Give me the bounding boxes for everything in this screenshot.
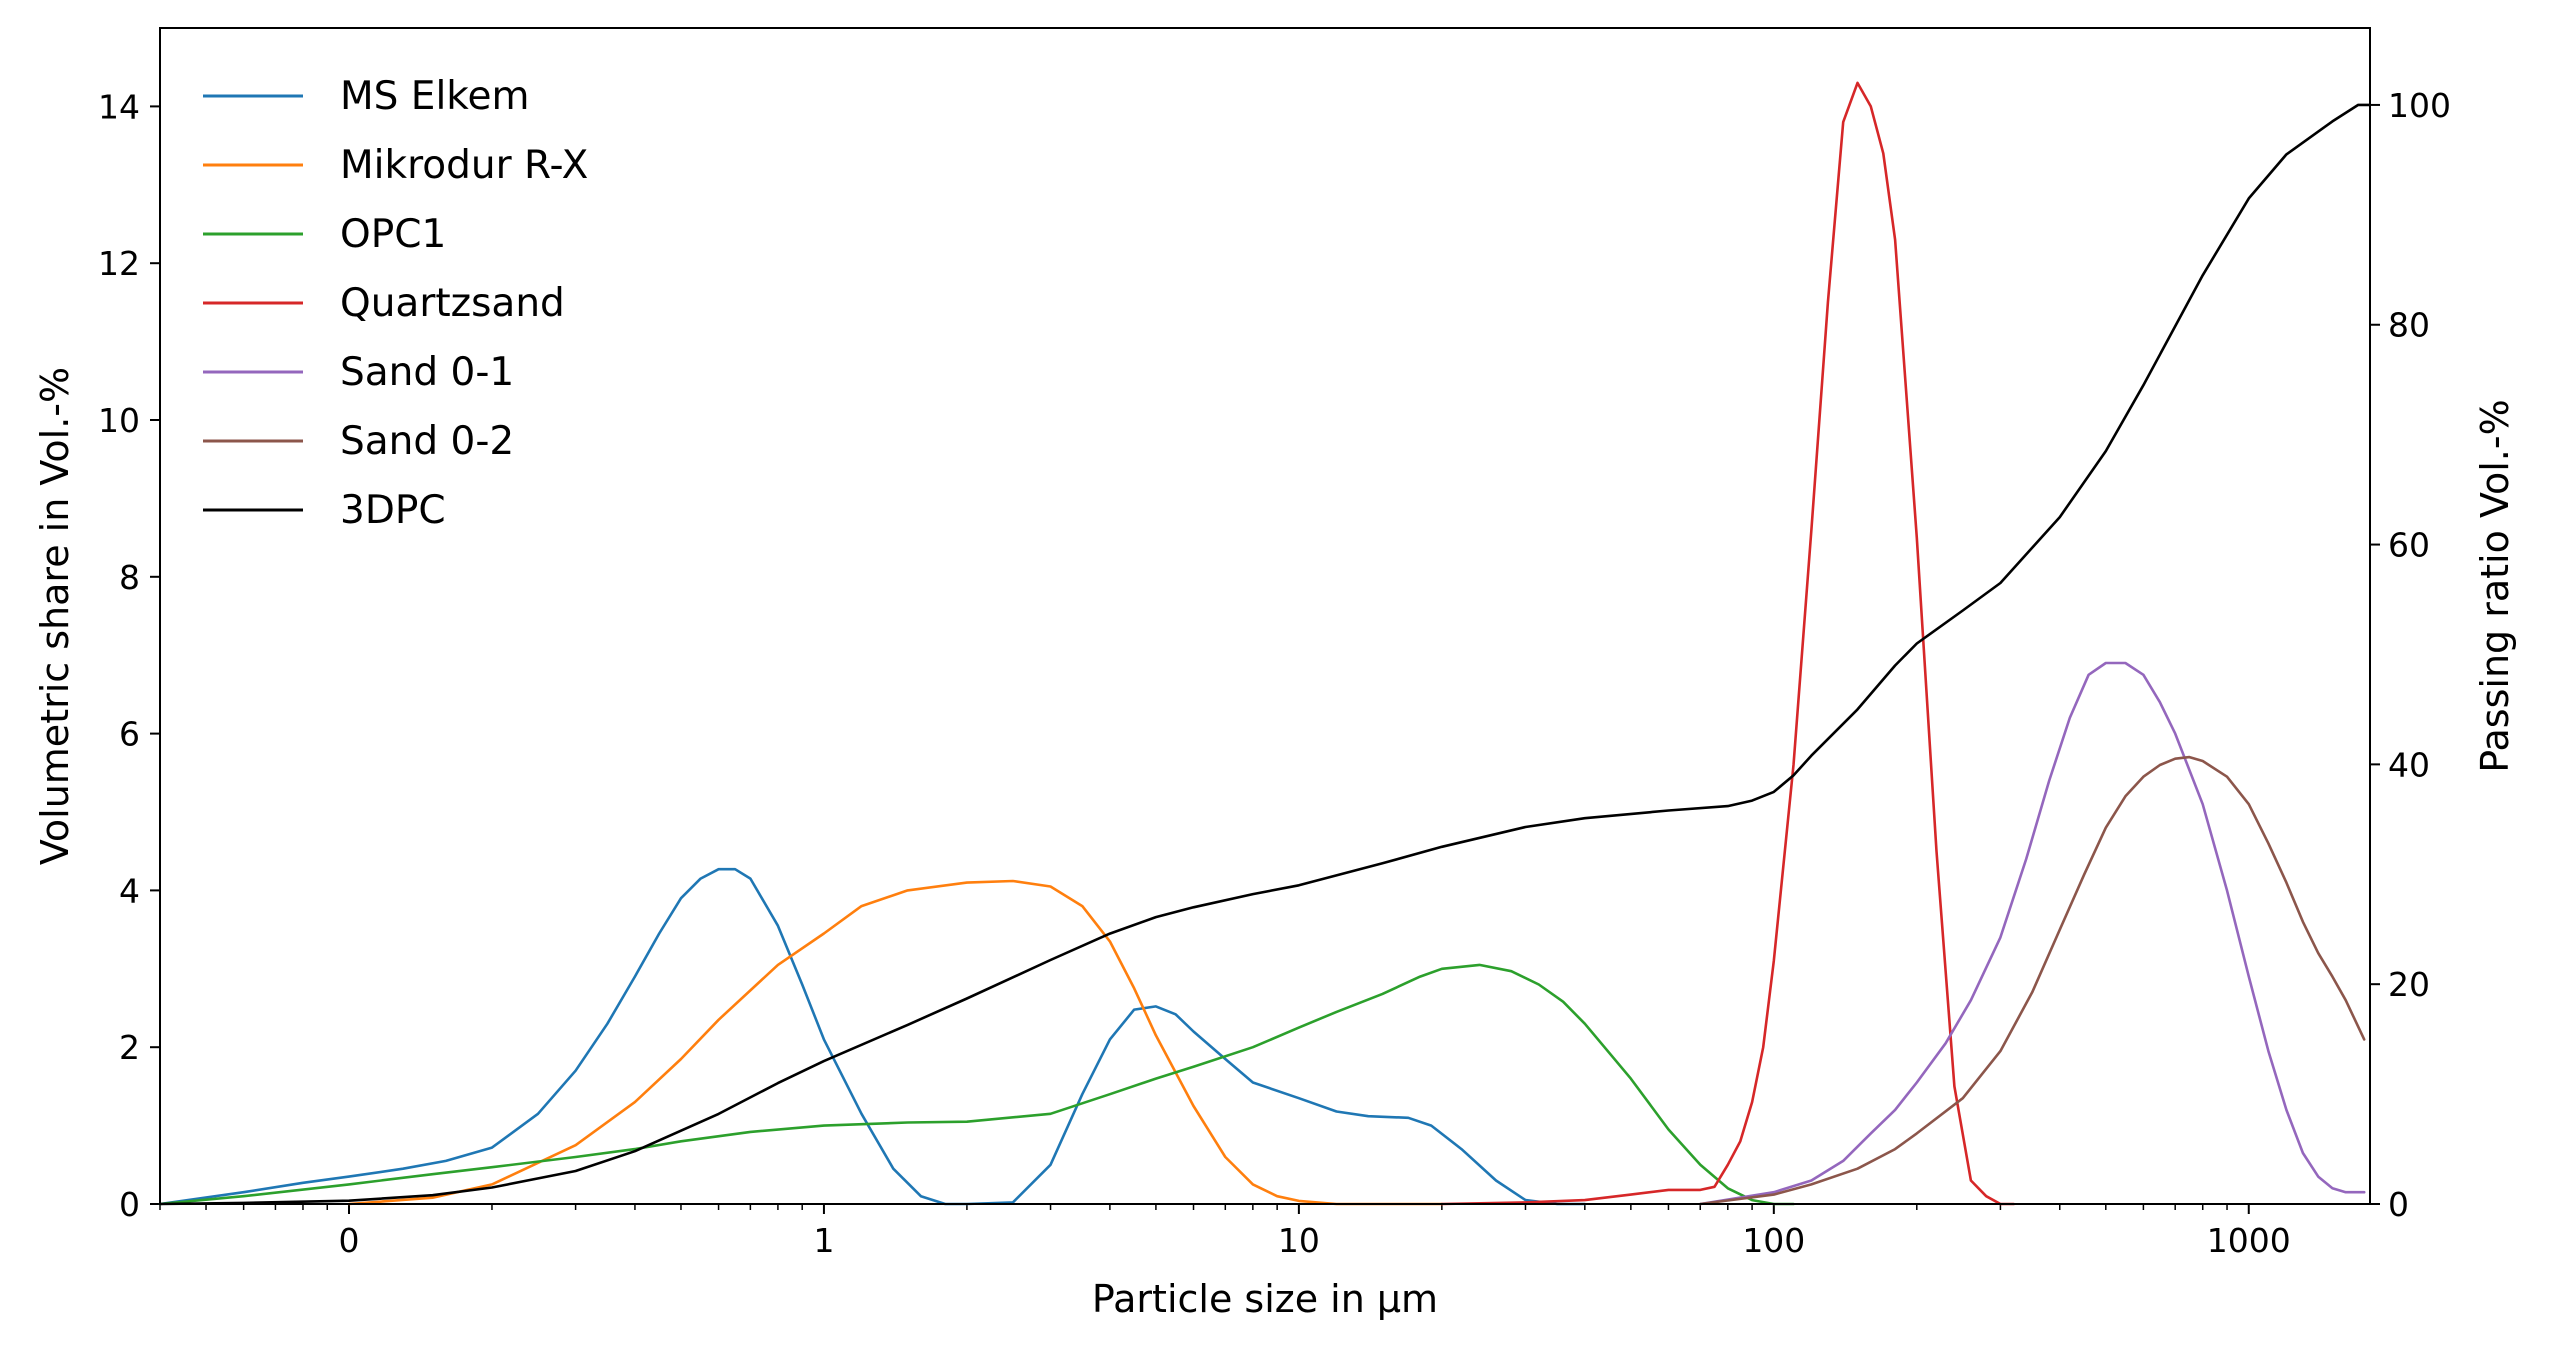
y2-tick-label: 100 <box>2388 86 2451 125</box>
y2-tick-label: 40 <box>2388 745 2430 784</box>
y-tick-label: 4 <box>119 871 140 910</box>
x-axis-label: Particle size in µm <box>1092 1277 1438 1321</box>
series-lines <box>158 81 2372 1206</box>
y2-tick-label: 20 <box>2388 965 2430 1004</box>
legend-label-quartzsand: Quartzsand <box>340 281 565 326</box>
y2-tick-label: 0 <box>2388 1185 2409 1224</box>
y-tick-label: 0 <box>119 1185 140 1224</box>
y2-axis-label: Passing ratio Vol.-% <box>2473 399 2517 772</box>
series-line-sand-0-2 <box>1699 755 2366 1206</box>
tick-marks <box>150 103 2380 1214</box>
legend-label-sand-0-2: Sand 0-2 <box>340 419 514 464</box>
y2-tick-label: 60 <box>2388 526 2430 565</box>
y2-tick-label: 80 <box>2388 306 2430 345</box>
series-line-quartzsand <box>1440 81 2015 1206</box>
y-tick-label: 14 <box>98 87 140 126</box>
plot-frame <box>159 27 2371 1205</box>
x-tick-label: 1000 <box>2207 1221 2291 1260</box>
series-line-sand-0-1 <box>1699 661 2366 1206</box>
y-tick-label: 8 <box>119 558 140 597</box>
series-line-mikrodur-r-x <box>347 879 1444 1206</box>
series-line-opc1 <box>158 963 1795 1206</box>
y-tick-label: 6 <box>119 715 140 754</box>
legend-label-3dpc: 3DPC <box>340 488 446 533</box>
tick-labels: 0 1 10 100 1000 0 2 4 6 8 10 12 14 0 20 40 60 80 100 <box>98 86 2451 1260</box>
legend-label-sand-0-1: Sand 0-1 <box>340 350 514 395</box>
x-tick-label: 100 <box>1742 1221 1805 1260</box>
series-line-ms-elkem <box>158 867 1587 1206</box>
legend-label-ms-elkem: MS Elkem <box>340 74 529 119</box>
y-axis-label: Volumetric share in Vol.-% <box>33 367 77 865</box>
x-tick-label: 10 <box>1278 1221 1320 1260</box>
y-tick-label: 12 <box>98 244 140 283</box>
y-tick-label: 2 <box>119 1028 140 1067</box>
x-tick-label: 1 <box>813 1221 834 1260</box>
y-tick-label: 10 <box>98 401 140 440</box>
legend-label-mikrodur-rx: Mikrodur R-X <box>340 143 588 188</box>
x-tick-label: 0 <box>338 1221 359 1260</box>
series-line-3dpc <box>158 103 2372 1206</box>
legend-label-opc1: OPC1 <box>340 212 446 257</box>
legend: MS Elkem Mikrodur R-X OPC1 Quartzsand Sa… <box>203 74 588 533</box>
